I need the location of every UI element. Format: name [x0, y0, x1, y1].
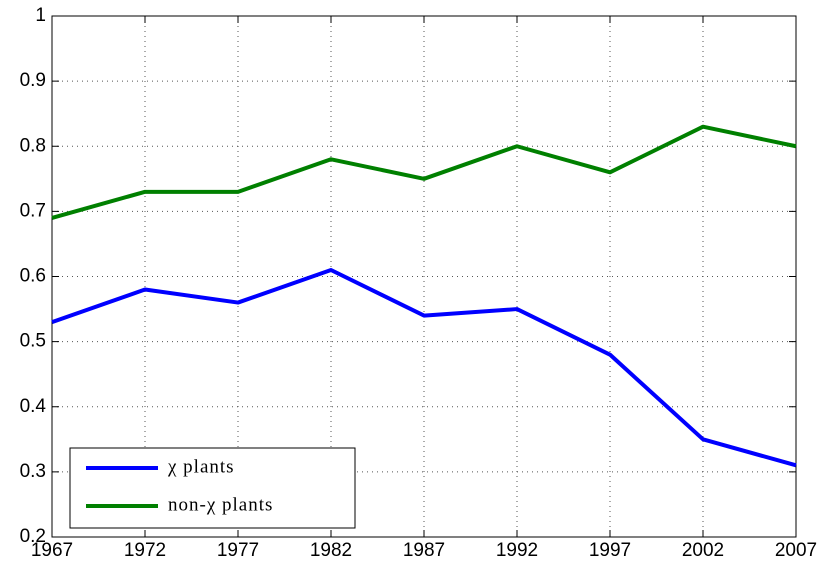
data-line	[51, 124, 797, 220]
y-tick-label: 1	[35, 5, 46, 26]
x-tick-label: 1992	[496, 540, 538, 561]
y-tick-label: 0.5	[20, 331, 46, 352]
x-tick-label: 1972	[124, 540, 166, 561]
data-line	[51, 267, 797, 468]
legend-label: non-χ plants	[168, 494, 273, 515]
x-tick-label: 2002	[682, 540, 724, 561]
x-tick-label: 1997	[589, 540, 631, 561]
y-tick-label: 0.9	[20, 70, 46, 91]
y-tick-label: 0.8	[20, 135, 46, 156]
x-tick-label: 1977	[217, 540, 259, 561]
x-tick-label: 1982	[310, 540, 352, 561]
y-tick-label: 0.2	[20, 526, 46, 547]
x-tick-label: 1987	[403, 540, 445, 561]
y-tick-label: 0.4	[20, 396, 47, 417]
y-tick-label: 0.3	[20, 461, 46, 482]
x-tick-label: 1967	[31, 540, 73, 561]
legend-label: χ plants	[167, 456, 235, 477]
legend-box	[69, 447, 356, 529]
y-tick-label: 0.7	[20, 200, 46, 221]
axes-box	[51, 15, 797, 538]
y-tick-label: 0.6	[20, 266, 46, 287]
x-tick-label: 2007	[775, 540, 817, 561]
